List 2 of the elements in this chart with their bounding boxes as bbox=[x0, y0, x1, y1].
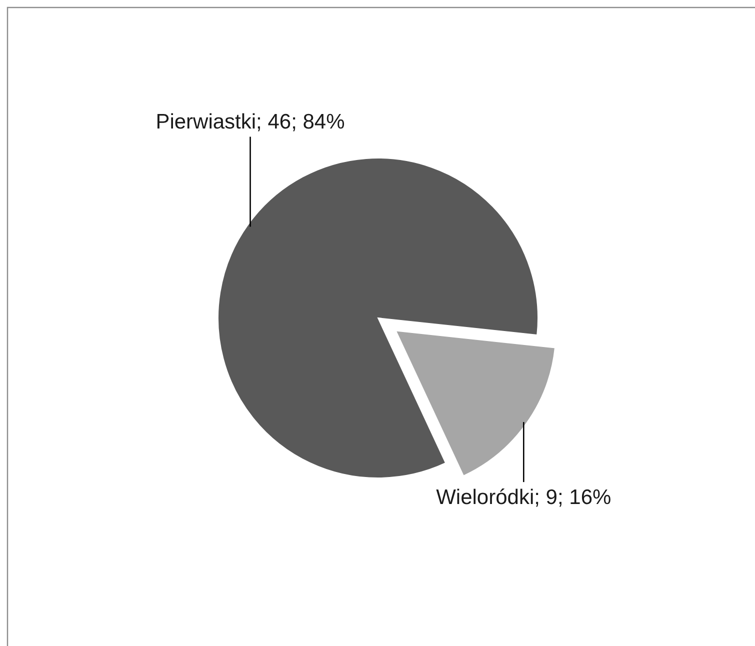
slice-label: Pierwiastki; 46; 84% bbox=[156, 110, 345, 134]
slice-label: Wieloródki; 9; 16% bbox=[436, 486, 612, 510]
